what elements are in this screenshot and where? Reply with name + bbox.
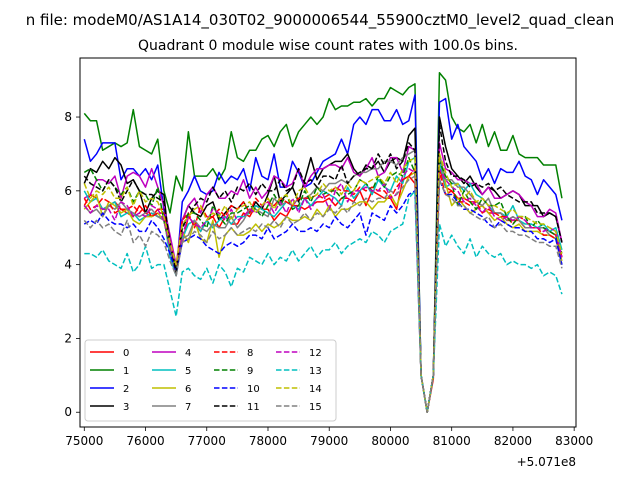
series-line-14 <box>83 153 563 413</box>
legend-label-1: 1 <box>123 366 129 377</box>
legend-label-13: 13 <box>309 366 322 377</box>
x-tick-label: 79000 <box>310 434 348 448</box>
axis-ticks: 75000 76000 77000 78000 79000 80000 81000 82000… <box>64 110 593 448</box>
series-line-10 <box>83 179 563 413</box>
x-tick-label: 76000 <box>126 434 164 448</box>
x-offset-text: +5.071e8 <box>517 455 576 469</box>
legend-label-10: 10 <box>247 384 260 395</box>
legend-label-15: 15 <box>309 402 322 413</box>
legend-label-2: 2 <box>123 384 129 395</box>
series-layer <box>83 72 563 413</box>
legend-label-11: 11 <box>247 402 260 413</box>
series-line-8 <box>83 167 563 413</box>
x-tick-label: 80000 <box>371 434 409 448</box>
legend-label-0: 0 <box>123 348 129 359</box>
series-line-11 <box>83 123 563 413</box>
x-tick-label: 82000 <box>494 434 532 448</box>
x-tick-label: 81000 <box>433 434 471 448</box>
legend-label-12: 12 <box>309 348 322 359</box>
figure-suptitle: n file: modeM0/AS1A14_030T02_9000006544_… <box>26 11 615 30</box>
y-tick-label: 4 <box>64 258 72 272</box>
legend-label-5: 5 <box>185 366 191 377</box>
legend-label-9: 9 <box>247 366 253 377</box>
legend-label-4: 4 <box>185 348 191 359</box>
legend-label-14: 14 <box>309 384 322 395</box>
legend-label-6: 6 <box>185 384 191 395</box>
plot-frame <box>79 57 577 428</box>
series-line-13 <box>84 190 563 413</box>
y-tick-label: 2 <box>64 331 72 345</box>
x-tick-label: 77000 <box>188 434 226 448</box>
y-tick-label: 8 <box>64 110 72 124</box>
series-line-12 <box>83 167 563 413</box>
x-tick-label: 78000 <box>249 434 287 448</box>
y-tick-label: 0 <box>64 405 72 419</box>
legend-box <box>84 339 337 422</box>
x-tick-label: 83000 <box>555 434 593 448</box>
legend-label-8: 8 <box>247 348 253 359</box>
legend-label-3: 3 <box>123 402 129 413</box>
y-tick-label: 6 <box>64 184 72 198</box>
x-tick-label: 75000 <box>65 434 103 448</box>
series-line-1 <box>83 72 563 413</box>
series-line-15 <box>83 175 563 413</box>
chart-title: Quadrant 0 module wise count rates with … <box>138 38 518 54</box>
legend-label-7: 7 <box>185 402 191 413</box>
